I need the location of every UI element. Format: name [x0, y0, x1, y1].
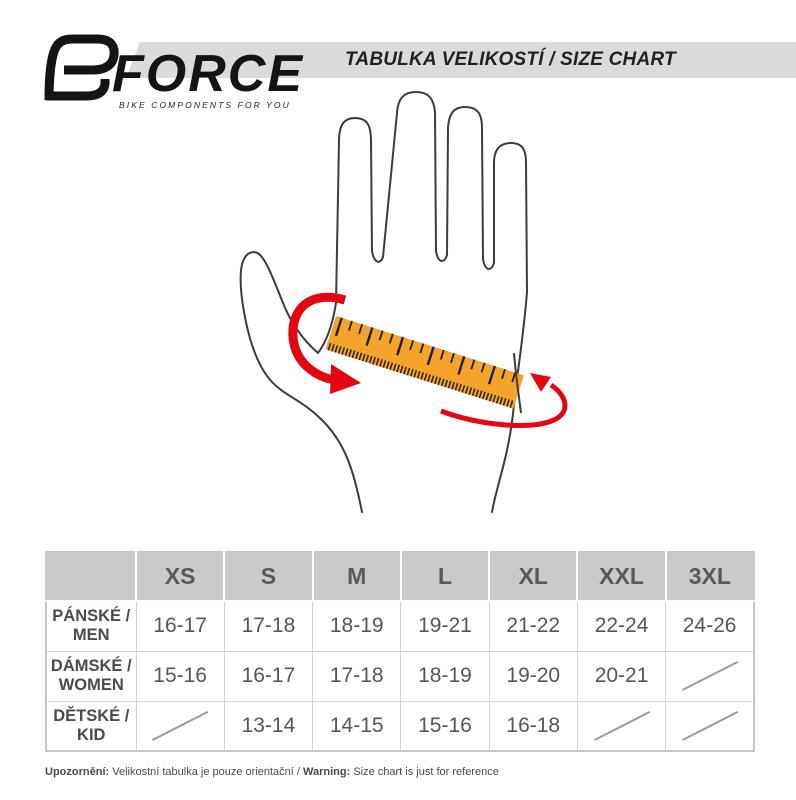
size-value-cell: 21-22: [489, 601, 577, 651]
size-column-header: 3XL: [666, 552, 754, 601]
size-value-cell: 18-19: [401, 651, 489, 701]
row-label: DĚTSKÉ /KID: [46, 701, 136, 751]
not-available-slash: [682, 661, 738, 690]
size-value-cell: [666, 701, 754, 751]
size-table-row: DÁMSKÉ /WOMEN15-1616-1717-1818-1919-2020…: [46, 651, 754, 701]
size-value-cell: 17-18: [224, 601, 312, 651]
size-table-row: PÁNSKÉ /MEN16-1717-1818-1919-2121-2222-2…: [46, 601, 754, 651]
size-value-cell: 14-15: [313, 701, 401, 751]
hand-outline: [241, 92, 527, 512]
size-table-header-row: XSSMLXLXXL3XL: [46, 552, 754, 601]
warning-label-en: Warning:: [303, 766, 350, 778]
size-column-header: M: [313, 552, 401, 601]
size-table-row: DĚTSKÉ /KID 13-1414-1515-1616-18: [46, 701, 754, 751]
corner-cell: [46, 552, 136, 601]
not-available-slash: [682, 711, 738, 740]
size-value-cell: 15-16: [136, 651, 224, 701]
size-value-cell: 15-16: [401, 701, 489, 751]
size-value-cell: 18-19: [313, 601, 401, 651]
size-table: XSSMLXLXXL3XL PÁNSKÉ /MEN16-1717-1818-19…: [45, 551, 755, 752]
not-available-slash: [594, 711, 650, 740]
not-available-slash: [152, 711, 208, 740]
size-chart-page: TABULKA VELIKOSTÍ / SIZE CHART FORCE BIK…: [0, 0, 796, 800]
size-value-cell: 22-24: [577, 601, 665, 651]
size-value-cell: 13-14: [224, 701, 312, 751]
size-value-cell: [666, 651, 754, 701]
size-value-cell: 16-17: [136, 601, 224, 651]
hand-measure-illustration: [0, 0, 796, 560]
size-column-header: XXL: [577, 552, 665, 601]
size-value-cell: [136, 701, 224, 751]
size-value-cell: [577, 701, 665, 751]
size-value-cell: 19-21: [401, 601, 489, 651]
size-column-header: S: [224, 552, 312, 601]
size-value-cell: 16-17: [224, 651, 312, 701]
row-label: DÁMSKÉ /WOMEN: [46, 651, 136, 701]
warning-note: Upozornění: Velikostní tabulka je pouze …: [45, 766, 499, 778]
size-column-header: XS: [136, 552, 224, 601]
warning-text-en: Size chart is just for reference: [350, 766, 499, 778]
size-value-cell: 24-26: [666, 601, 754, 651]
size-value-cell: 17-18: [313, 651, 401, 701]
size-value-cell: 20-21: [577, 651, 665, 701]
warning-text-cz: Velikostní tabulka je pouze orientační /: [109, 766, 303, 778]
size-value-cell: 19-20: [489, 651, 577, 701]
size-column-header: XL: [489, 552, 577, 601]
row-label: PÁNSKÉ /MEN: [46, 601, 136, 651]
warning-label-cz: Upozornění:: [45, 766, 109, 778]
size-column-header: L: [401, 552, 489, 601]
wrap-arrow-right-head-icon: [530, 373, 551, 392]
size-value-cell: 16-18: [489, 701, 577, 751]
